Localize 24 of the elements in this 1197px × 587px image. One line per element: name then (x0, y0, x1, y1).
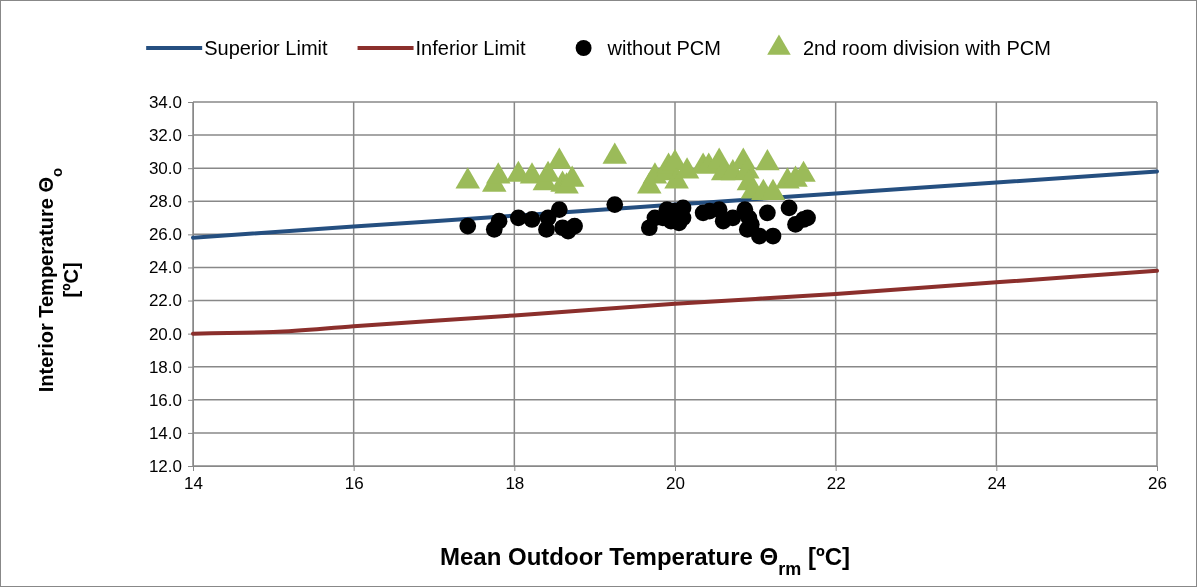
x-tick-label: 16 (344, 474, 364, 494)
x-tick-label: 26 (1148, 474, 1167, 494)
legend-label: Inferior Limit (415, 37, 527, 59)
x-tick-label: 18 (505, 474, 525, 494)
y-tick-label: 28.0 (148, 192, 182, 212)
y-tick-label: 26.0 (148, 225, 182, 245)
y-tick-label: 20.0 (148, 324, 182, 344)
legend-label: Superior Limit (204, 37, 328, 59)
y-tick-label: 16.0 (148, 390, 182, 410)
x-tick-label: 14 (184, 474, 203, 494)
y-tick-label: 12.0 (148, 456, 182, 476)
x-tick-label: 24 (987, 474, 1007, 494)
y-tick-label: 22.0 (148, 291, 182, 311)
y-tick-label: 18.0 (148, 357, 182, 377)
legend-label: without PCM (606, 37, 721, 59)
legend-label: 2nd room division with PCM (802, 37, 1051, 59)
y-tick-label: 30.0 (148, 159, 182, 179)
y-tick-label: 32.0 (148, 126, 182, 146)
y-tick-label: 24.0 (148, 258, 182, 278)
x-tick-label: 20 (666, 474, 685, 494)
y-tick-label: 34.0 (148, 92, 182, 112)
x-axis-title: Mean Outdoor Temperature Θ$_{rm}$ [ºC] (439, 543, 851, 579)
x-tick-label: 22 (826, 474, 846, 494)
y-tick-label: 14.0 (148, 423, 182, 443)
